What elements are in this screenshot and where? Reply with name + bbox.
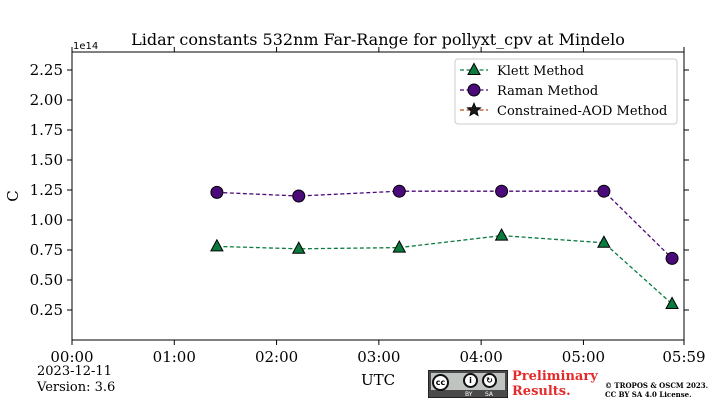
- x-tick-label: 00:00: [50, 348, 93, 366]
- y-axis-multiplier: 1e14: [73, 41, 98, 52]
- data-point-series-0: [210, 238, 224, 252]
- y-tick-label: 2.25: [30, 61, 63, 79]
- legend-marker: [467, 62, 481, 75]
- data-point-series-1: [392, 184, 406, 198]
- data-point-series-0: [392, 239, 407, 253]
- legend-label: Raman Method: [497, 84, 598, 99]
- x-tick-label: 05:00: [562, 348, 605, 366]
- data-point-series-0: [665, 296, 679, 309]
- legend-marker: [466, 101, 482, 117]
- y-axis-label: C: [4, 190, 22, 201]
- copyright-line-2: CC BY SA 4.0 License.: [605, 390, 692, 399]
- axes-frame: [71, 51, 685, 341]
- legend-box: [454, 58, 678, 125]
- data-point-series-1: [665, 251, 679, 265]
- y-tick-label: 1.50: [30, 151, 63, 169]
- x-tick-label: 02:00: [255, 348, 298, 366]
- chart-title: Lidar constants 532nm Far-Range for poll…: [131, 30, 625, 49]
- data-point-series-1: [597, 184, 611, 198]
- version-label: Version: 3.6: [37, 380, 116, 395]
- data-point-series-1: [495, 184, 509, 198]
- x-tick-label: 05:59: [662, 348, 705, 366]
- legend: Klett Method Raman Method Constrained-AOD …: [454, 58, 678, 125]
- data-point-series-0: [291, 241, 306, 254]
- data-point-series-0: [494, 227, 509, 241]
- cc-sa-icon: ↻: [482, 373, 497, 388]
- series-line-1: [216, 190, 673, 259]
- data-point-series-1: [210, 185, 224, 199]
- legend-label: Klett Method: [497, 64, 584, 79]
- y-tick-label: 1.00: [30, 211, 63, 229]
- y-tick-label: 0.50: [30, 271, 63, 289]
- x-tick-label: 01:00: [153, 348, 196, 366]
- y-tick-label: 1.75: [30, 121, 63, 139]
- y-tick-label: 0.25: [30, 301, 63, 319]
- plot-area: 0.25 0.50 0.75 1.00 1.25 1.50 1.75 2.00 2.25 00:0…: [30, 47, 706, 366]
- preliminary-notice: Preliminary Results.: [512, 369, 598, 399]
- preliminary-line-1: Preliminary: [512, 369, 598, 384]
- y-tick-label: 2.00: [30, 91, 63, 109]
- series-line-0: [216, 234, 673, 305]
- x-tick-label: 03:00: [357, 348, 400, 366]
- x-axis-label: UTC: [361, 371, 395, 389]
- preliminary-line-2: Results.: [512, 384, 571, 399]
- cc-logo-icon: cc: [432, 374, 449, 391]
- legend-marker: [467, 83, 481, 97]
- cc-by-label: BY: [465, 391, 473, 398]
- cc-sa-label: SA: [485, 391, 494, 398]
- y-tick-label: 1.25: [30, 181, 63, 199]
- x-tick-label: 04:00: [460, 348, 503, 366]
- date-label: 2023-12-11: [37, 364, 112, 379]
- y-tick-label: 0.75: [30, 241, 63, 259]
- cc-by-icon: i: [463, 373, 478, 388]
- copyright-notice: © TROPOS & OSCM 2023. CC BY SA 4.0 Licen…: [605, 381, 708, 399]
- cc-license-badge: cc i ↻ BY SA: [428, 370, 508, 398]
- data-point-series-0: [597, 235, 611, 248]
- legend-label: Constrained-AOD Method: [497, 104, 667, 119]
- data-point-series-1: [292, 189, 306, 203]
- copyright-line-1: © TROPOS & OSCM 2023.: [605, 381, 709, 390]
